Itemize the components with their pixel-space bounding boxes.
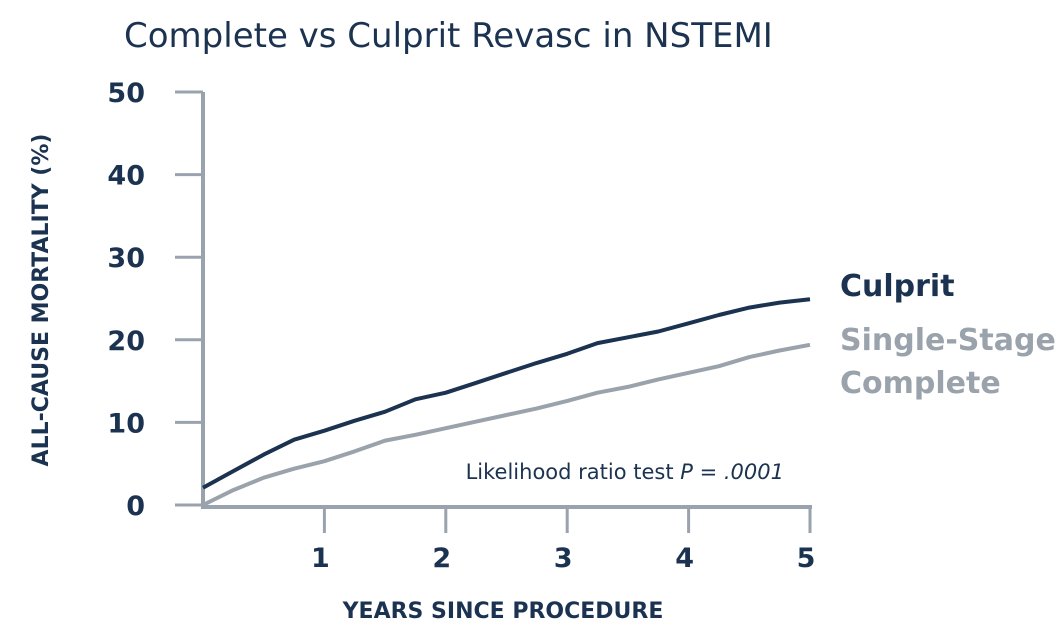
legend-culprit: Culprit (840, 269, 955, 304)
legend-single-stage-line1: Single-Stage (840, 323, 1056, 358)
y-tick-label: 40 (107, 161, 145, 192)
annotation-text: Likelihood ratio test (466, 460, 681, 484)
annotation-p-value: = .0001 (693, 460, 784, 484)
legend-single-stage-line2: Complete (840, 366, 1001, 401)
annotation-p-label: P (680, 460, 693, 484)
x-tick-label: 3 (554, 543, 573, 574)
x-tick-label: 5 (797, 543, 816, 574)
x-tick-label: 1 (311, 543, 330, 574)
x-tick-label: 2 (432, 543, 451, 574)
p-value-annotation: Likelihood ratio test P = .0001 (466, 460, 784, 484)
y-axis-label: ALL-CAUSE MORTALITY (%) (29, 134, 54, 467)
y-tick-label: 0 (126, 491, 145, 522)
y-tick-label: 30 (107, 243, 145, 274)
y-tick-label: 10 (107, 408, 145, 439)
y-tick-label: 20 (107, 326, 145, 357)
series-lines (202, 297, 811, 507)
x-axis-label: YEARS SINCE PROCEDURE (342, 599, 664, 624)
series-line-single-stage-complete (202, 342, 811, 507)
series-line-culprit (202, 297, 811, 490)
x-tick-label: 4 (675, 543, 694, 574)
y-tick-label: 50 (107, 78, 145, 109)
chart-title: Complete vs Culprit Revasc in NSTEMI (124, 16, 773, 56)
axes: 0 10 20 30 40 50 1 2 3 4 5 (107, 78, 815, 574)
